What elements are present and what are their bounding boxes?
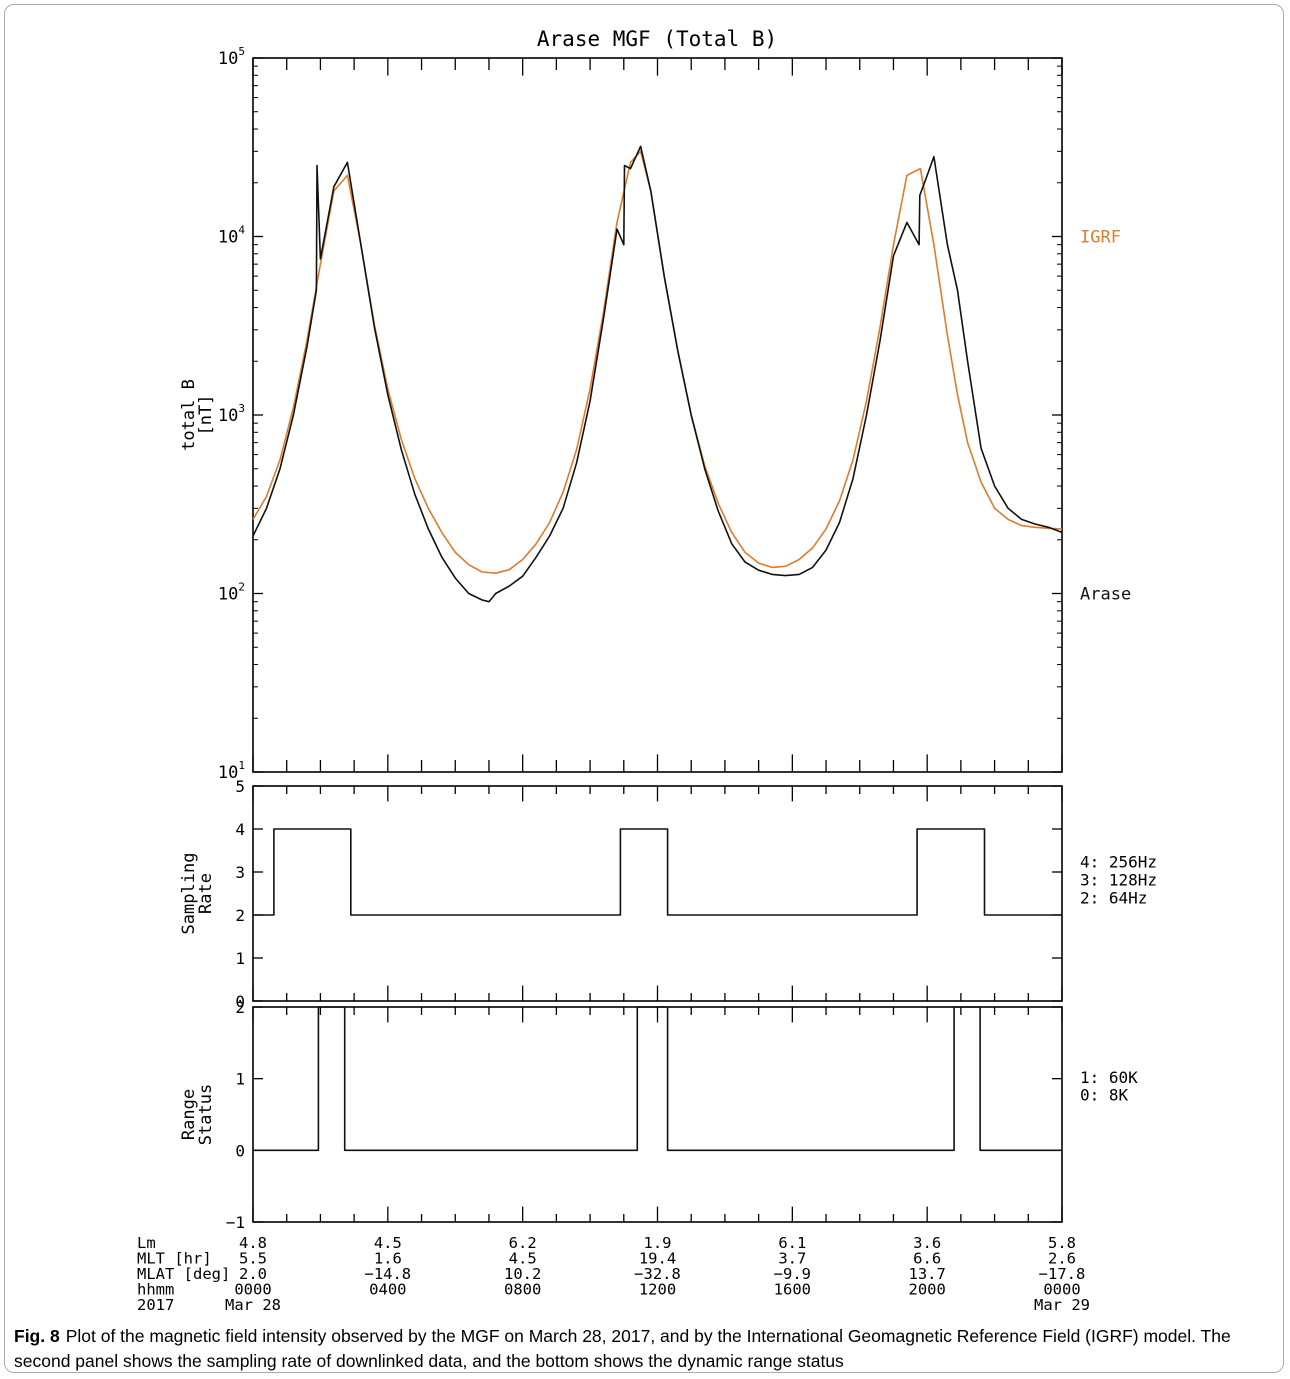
chart-title: Arase MGF (Total B) xyxy=(537,27,777,51)
orbit-row-label: MLT [hr] xyxy=(137,1250,212,1268)
orbit-value: 1.6 xyxy=(374,1250,402,1268)
orbit-value: 6.6 xyxy=(913,1250,941,1268)
y-axis-label-line: Sampling xyxy=(179,853,199,935)
right-label: 3: 128Hz xyxy=(1080,870,1157,889)
right-label: 0: 8K xyxy=(1080,1085,1129,1104)
right-label: 1: 60K xyxy=(1080,1068,1138,1087)
y-tick-label-base: 10 xyxy=(218,228,238,248)
orbit-value: 13.7 xyxy=(909,1265,946,1283)
orbit-value: −9.9 xyxy=(774,1265,811,1283)
orbit-value: 0800 xyxy=(504,1281,541,1299)
orbit-value: 0400 xyxy=(369,1281,406,1299)
series-line-range-status xyxy=(253,1006,1062,1152)
y-tick-label: 0 xyxy=(235,992,245,1011)
y-tick-label: −1 xyxy=(226,1213,245,1232)
orbit-value: −17.8 xyxy=(1039,1265,1086,1283)
plot-frame xyxy=(252,785,1063,1002)
y-tick-label-exp: 5 xyxy=(238,45,245,58)
y-tick-label-base: 10 xyxy=(218,406,238,426)
y-tick-label: 104 xyxy=(218,224,245,248)
y-axis-label-line: total B xyxy=(179,379,199,451)
orbit-value: 3.6 xyxy=(913,1234,941,1252)
y-tick-label: 3 xyxy=(235,863,245,882)
y-tick-label-base: 10 xyxy=(218,49,238,69)
orbit-value: 2000 xyxy=(909,1281,946,1299)
orbit-value: 6.1 xyxy=(778,1234,806,1252)
y-tick-label: 101 xyxy=(218,759,245,783)
y-tick-label-exp: 1 xyxy=(238,759,245,772)
orbit-value: 4.8 xyxy=(239,1234,267,1252)
plot-frame xyxy=(252,1006,1063,1223)
orbit-row-label: Lm xyxy=(137,1234,156,1252)
caption-label: Fig. 8 xyxy=(14,1326,60,1346)
figure-caption: Fig. 8 Plot of the magnetic field intensi… xyxy=(14,1324,1276,1374)
orbit-value: 6.2 xyxy=(509,1234,537,1252)
y-tick-label-exp: 2 xyxy=(238,581,245,594)
orbit-value: 4.5 xyxy=(509,1250,537,1268)
y-tick-label: 102 xyxy=(218,581,245,605)
right-label: 4: 256Hz xyxy=(1080,852,1157,871)
orbit-row-label: hhmm xyxy=(137,1281,174,1299)
orbit-value: 1600 xyxy=(774,1281,811,1299)
orbit-value: 5.5 xyxy=(239,1250,267,1268)
right-label: IGRF xyxy=(1080,228,1121,248)
orbit-value: 2.6 xyxy=(1048,1250,1076,1268)
y-tick-label-base: 10 xyxy=(218,763,238,783)
y-axis-label: RangeStatus xyxy=(179,1084,216,1145)
y-tick-label: 1 xyxy=(235,949,245,968)
y-tick-label: 103 xyxy=(218,402,245,426)
right-label: Arase xyxy=(1080,585,1131,605)
y-tick-label: 5 xyxy=(235,777,245,796)
y-tick-label: 4 xyxy=(235,820,245,839)
orbit-value: 19.4 xyxy=(639,1250,676,1268)
orbit-value: −32.8 xyxy=(634,1265,681,1283)
y-axis-label: total B[nT] xyxy=(179,379,216,451)
orbit-value: 0000 xyxy=(234,1281,271,1299)
orbit-row-label: MLAT [deg] xyxy=(137,1265,230,1283)
orbit-value: 1.9 xyxy=(644,1234,672,1252)
series-line-igrf xyxy=(252,150,1063,574)
orbit-value: 3.7 xyxy=(778,1250,806,1268)
y-axis-label: SamplingRate xyxy=(179,853,216,935)
y-tick-label-base: 10 xyxy=(218,585,238,605)
y-tick-label-exp: 3 xyxy=(238,402,245,415)
orbit-value: Mar 28 xyxy=(225,1296,281,1314)
y-tick-label: 2 xyxy=(235,998,245,1017)
orbit-value: 10.2 xyxy=(504,1265,541,1283)
orbit-row-label: 2017 xyxy=(137,1296,174,1314)
y-tick-label: 1 xyxy=(235,1070,245,1089)
right-label: 2: 64Hz xyxy=(1080,888,1147,907)
plot-frame xyxy=(252,57,1063,773)
y-axis-label-line: Range xyxy=(179,1089,199,1140)
orbit-value: 1200 xyxy=(639,1281,676,1299)
orbit-value: 4.5 xyxy=(374,1234,402,1252)
series-line-sampling-rate xyxy=(253,828,1062,916)
figure-chart: Arase MGF (Total B) 101102103104105total… xyxy=(137,27,1157,1314)
orbit-value: 5.8 xyxy=(1048,1234,1076,1252)
y-tick-label: 0 xyxy=(235,1141,245,1160)
orbit-value: 2.0 xyxy=(239,1265,267,1283)
y-axis-label-line: Status xyxy=(196,1084,216,1145)
orbit-value: Mar 29 xyxy=(1034,1296,1090,1314)
series-line-arase xyxy=(252,145,1063,603)
orbit-value: −14.8 xyxy=(364,1265,411,1283)
caption-text: Plot of the magnetic field intensity obs… xyxy=(14,1326,1231,1371)
y-tick-label-exp: 4 xyxy=(238,224,245,237)
figure-frame xyxy=(4,4,1284,1373)
y-tick-label: 2 xyxy=(235,906,245,925)
y-tick-label: 105 xyxy=(218,45,245,69)
y-axis-label-line: Rate xyxy=(196,873,216,914)
orbit-value: 0000 xyxy=(1043,1281,1080,1299)
y-axis-label-line: [nT] xyxy=(196,395,216,436)
